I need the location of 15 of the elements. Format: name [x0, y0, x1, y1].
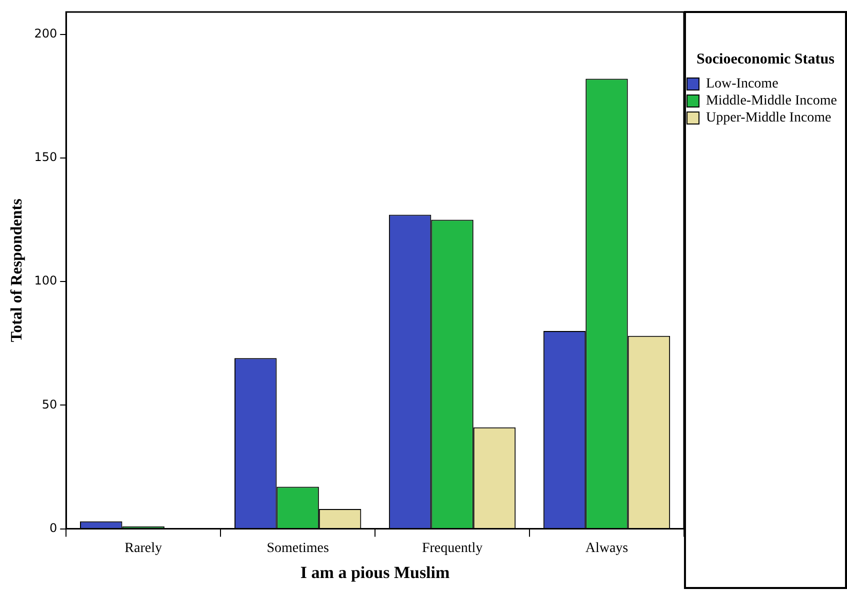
y-tick-label: 200: [34, 26, 58, 40]
y-tick-label: 150: [34, 150, 58, 164]
legend-label: Upper-Middle Income: [706, 110, 832, 126]
x-tick-label: Rarely: [124, 540, 162, 556]
x-tick-label: Sometimes: [266, 540, 329, 556]
y-tick-label: 100: [34, 274, 58, 288]
legend-title: Socioeconomic Status: [696, 51, 835, 68]
y-tick-label: 0: [49, 520, 58, 535]
y-axis-title: Total of Respondents: [8, 198, 26, 342]
x-axis-title: I am a pious Muslim: [300, 563, 450, 582]
y-tick-label: 50: [42, 397, 58, 412]
legend-label: Middle-Middle Income: [706, 94, 838, 109]
legend-label: Low-Income: [706, 76, 778, 92]
x-tick-label: Always: [585, 540, 628, 556]
x-tick-label: Frequently: [422, 540, 483, 556]
